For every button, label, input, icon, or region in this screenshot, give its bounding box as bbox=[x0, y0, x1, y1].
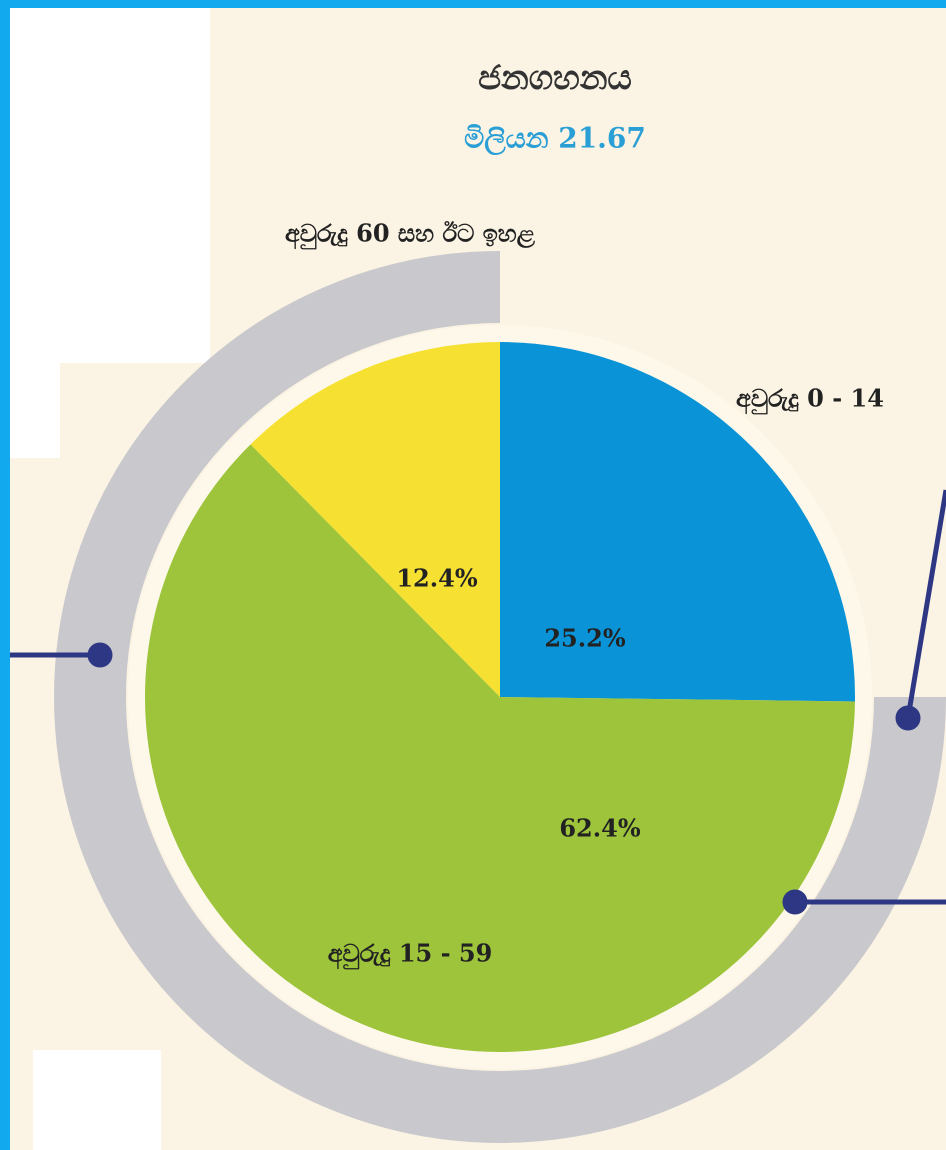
value-label: 12.4% bbox=[396, 564, 477, 593]
white-patch bbox=[33, 1050, 161, 1150]
chart-subtitle: මිලියන 21.67 bbox=[464, 122, 646, 156]
connector-dot bbox=[90, 645, 110, 665]
border-left bbox=[0, 0, 10, 1150]
value-label: 62.4% bbox=[559, 814, 640, 843]
category-label: අවුරුදු 0 - 14 bbox=[736, 384, 884, 415]
connector-dot bbox=[898, 708, 918, 728]
value-label: 25.2% bbox=[544, 624, 625, 653]
chart: ජනගහනය මිලියන 21.67 25.2% අවුරුදු 0 - 14 6… bbox=[0, 0, 946, 1150]
chart-title: ජනගහනය bbox=[478, 58, 632, 98]
white-patch bbox=[10, 363, 60, 458]
white-patch bbox=[10, 8, 210, 363]
connector-dot bbox=[785, 892, 805, 912]
border-top bbox=[0, 0, 946, 8]
category-label: අවුරුදු 15 - 59 bbox=[328, 939, 493, 970]
category-label: අවුරුදු 60 සහ ඊට ඉහළ bbox=[285, 219, 536, 250]
